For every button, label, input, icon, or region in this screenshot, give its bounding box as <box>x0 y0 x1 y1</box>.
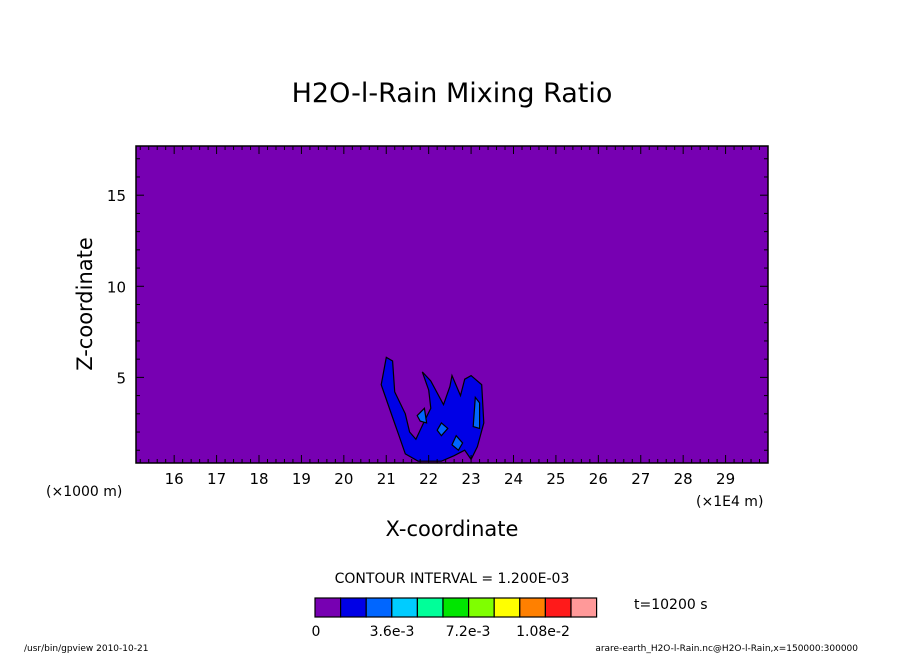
footer-left: /usr/bin/gpview 2010-10-21 <box>24 644 148 654</box>
y-tick-label: 15 <box>107 187 126 205</box>
x-tick-label: 28 <box>674 470 693 488</box>
colorbar-cell <box>391 597 418 618</box>
x-tick-label: 27 <box>631 470 650 488</box>
x-tick-label: 29 <box>716 470 735 488</box>
colorbar-labels: 0 3.6e-3 7.2e-3 1.08e-2 <box>312 624 570 640</box>
contour-region-0 <box>380 356 485 462</box>
colorbar-cell <box>493 597 521 618</box>
colorbar-cell <box>544 597 572 618</box>
x-tick-label: 23 <box>462 470 481 488</box>
colorbar-cell <box>468 597 495 618</box>
time-label: t=10200 s <box>634 597 708 613</box>
axis-ticks <box>136 146 769 463</box>
x-tick-label: 26 <box>589 470 608 488</box>
colorbar-label: 1.08e-2 <box>516 624 570 640</box>
contour-region-4 <box>436 421 449 437</box>
y-tick-labels: 5 10 15 <box>107 187 126 387</box>
contour-regions <box>380 356 485 462</box>
colorbar-cell <box>519 597 546 618</box>
colorbar-cell <box>340 597 367 618</box>
contour-region-3 <box>451 434 464 452</box>
contour-region-1 <box>416 407 428 424</box>
colorbar-cell <box>570 597 598 618</box>
colorbar-label: 3.6e-3 <box>370 624 415 640</box>
x-tick-label: 19 <box>292 470 311 488</box>
x-tick-label: 20 <box>334 470 353 488</box>
colorbar-label: 0 <box>312 624 321 640</box>
y-tick-label: 10 <box>107 278 126 296</box>
x-tick-label: 25 <box>546 470 565 488</box>
chart-title: H2O-l-Rain Mixing Ratio <box>292 78 613 109</box>
y-axis-label: Z-coordinate <box>73 237 97 371</box>
x-tick-label: 18 <box>249 470 268 488</box>
x-tick-label: 21 <box>377 470 396 488</box>
x-tick-label: 16 <box>165 470 184 488</box>
x-tick-label: 22 <box>419 470 438 488</box>
x-unit-left: (×1000 m) <box>46 484 122 500</box>
x-axis-label: X-coordinate <box>386 517 519 541</box>
colorbar-cell <box>442 597 470 618</box>
x-tick-label: 24 <box>504 470 523 488</box>
colorbar <box>314 597 598 618</box>
colorbar-cell <box>365 597 393 618</box>
x-unit-right: (×1E4 m) <box>696 494 763 510</box>
x-tick-labels: 16 17 18 19 20 21 22 23 24 25 26 27 28 29 <box>165 470 736 488</box>
footer-right: arare-earth_H2O-l-Rain.nc@H2O-l-Rain,x=1… <box>595 644 858 654</box>
contour-region-2 <box>472 395 481 430</box>
x-tick-label: 17 <box>207 470 226 488</box>
y-tick-label: 5 <box>116 369 126 387</box>
colorbar-cell <box>416 597 444 618</box>
colorbar-label: 7.2e-3 <box>446 624 491 640</box>
contour-interval-label: CONTOUR INTERVAL = 1.200E-03 <box>335 571 570 587</box>
colorbar-cell <box>314 597 342 618</box>
